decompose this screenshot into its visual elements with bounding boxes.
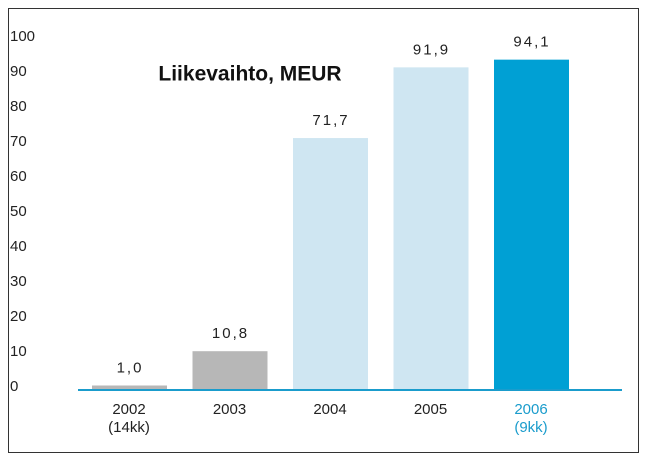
value-label: 71,7	[312, 112, 349, 129]
frame	[8, 8, 639, 453]
x-tick-label: 2003	[213, 401, 246, 418]
bar	[494, 59, 569, 390]
y-tick-label: 90	[10, 63, 27, 80]
x-tick-label: 2005	[414, 401, 447, 418]
y-tick-label: 60	[10, 168, 27, 185]
x-tick-sublabel: (14kk)	[108, 419, 150, 436]
y-tick-label: 100	[10, 28, 35, 45]
y-tick-label: 50	[10, 203, 27, 220]
y-tick-label: 30	[10, 273, 27, 290]
value-label: 10,8	[212, 325, 249, 342]
x-tick-sublabel: (9kk)	[514, 419, 547, 436]
x-tick-label: 2004	[313, 401, 346, 418]
bar	[92, 385, 167, 389]
value-label: 94,1	[513, 34, 550, 51]
value-label: 1,0	[117, 359, 144, 376]
bar	[393, 67, 469, 389]
y-tick-label: 40	[10, 238, 27, 255]
bar	[293, 138, 368, 389]
chart-title: Liikevaihto, MEUR	[158, 63, 341, 86]
value-label: 91,9	[413, 41, 450, 58]
bar	[192, 351, 268, 389]
x-tick-label: 2002	[112, 401, 145, 418]
y-tick-label: 0	[10, 378, 18, 395]
y-tick-label: 70	[10, 133, 27, 150]
y-tick-label: 10	[10, 343, 27, 360]
x-tick-label: 2006	[514, 401, 547, 418]
y-tick-label: 20	[10, 308, 27, 325]
y-tick-label: 80	[10, 98, 27, 115]
